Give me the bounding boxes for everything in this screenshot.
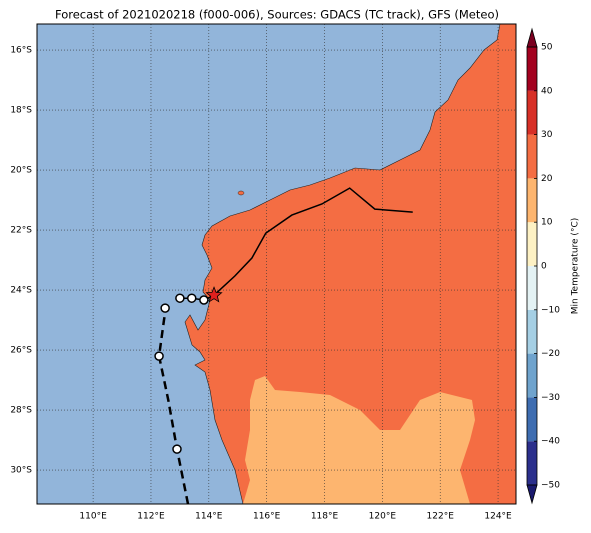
y-tick-label: 28°S xyxy=(10,406,32,416)
track-point xyxy=(154,351,164,361)
colorbar-band xyxy=(527,134,537,179)
colorbar-band xyxy=(527,90,537,135)
x-tick-label: 124°E xyxy=(484,512,512,522)
y-tick-label: 24°S xyxy=(10,286,32,296)
colorbar-band xyxy=(527,441,537,485)
x-tick-label: 116°E xyxy=(253,512,281,522)
y-tick-label: 26°S xyxy=(10,346,32,356)
y-tick-label: 16°S xyxy=(10,46,32,56)
map-frame xyxy=(36,23,517,505)
colorbar-tick-label: 50 xyxy=(541,43,553,53)
colorbar-band xyxy=(527,178,537,223)
colorbar-extend-high xyxy=(526,27,538,48)
x-tick-label: 118°E xyxy=(311,512,339,522)
colorbar-extend-low xyxy=(526,484,538,505)
colorbar-tick-label: −40 xyxy=(541,437,560,447)
y-tick-label: 20°S xyxy=(10,166,32,176)
y-tick-label: 18°S xyxy=(10,106,32,116)
colorbar-tick-label: 0 xyxy=(541,262,547,272)
colorbar-tick-label: −10 xyxy=(541,305,560,315)
track-point xyxy=(175,293,185,303)
colorbar-tick-label: 40 xyxy=(541,86,553,96)
x-tick-label: 120°E xyxy=(369,512,397,522)
current-position xyxy=(205,286,223,303)
land-warm-zone xyxy=(243,376,475,504)
colorbar-band xyxy=(527,309,537,354)
x-tick-label: 112°E xyxy=(137,512,165,522)
y-tick-label: 30°S xyxy=(10,466,32,476)
x-tick-label: 110°E xyxy=(79,512,107,522)
x-tick-label: 114°E xyxy=(195,512,223,522)
track-point xyxy=(172,444,182,454)
colorbar-band xyxy=(527,397,537,442)
track-point xyxy=(160,303,170,313)
colorbar-tick-label: 30 xyxy=(541,130,553,140)
colorbar-band xyxy=(527,47,537,91)
track-line xyxy=(157,301,190,505)
colorbar-band xyxy=(527,266,537,310)
track-point xyxy=(199,295,209,305)
y-tick-label: 22°S xyxy=(10,226,32,236)
colorbar-tick-label: −30 xyxy=(541,393,560,403)
colorbar-tick-label: −20 xyxy=(541,349,560,359)
colorbar-tick-label: 20 xyxy=(541,174,553,184)
map-title: Forecast of 2021020218 (f000-006), Sourc… xyxy=(55,8,499,22)
x-tick-label: 122°E xyxy=(427,512,455,522)
colorbar-tick-label: 10 xyxy=(541,218,553,228)
colorbar-band xyxy=(527,353,537,398)
colorbar-title: Min Temperature (°C) xyxy=(571,218,581,315)
colorbar-band xyxy=(527,222,537,266)
island xyxy=(237,190,245,196)
track-point xyxy=(186,293,197,303)
colorbar-tick-label: −50 xyxy=(541,481,560,491)
